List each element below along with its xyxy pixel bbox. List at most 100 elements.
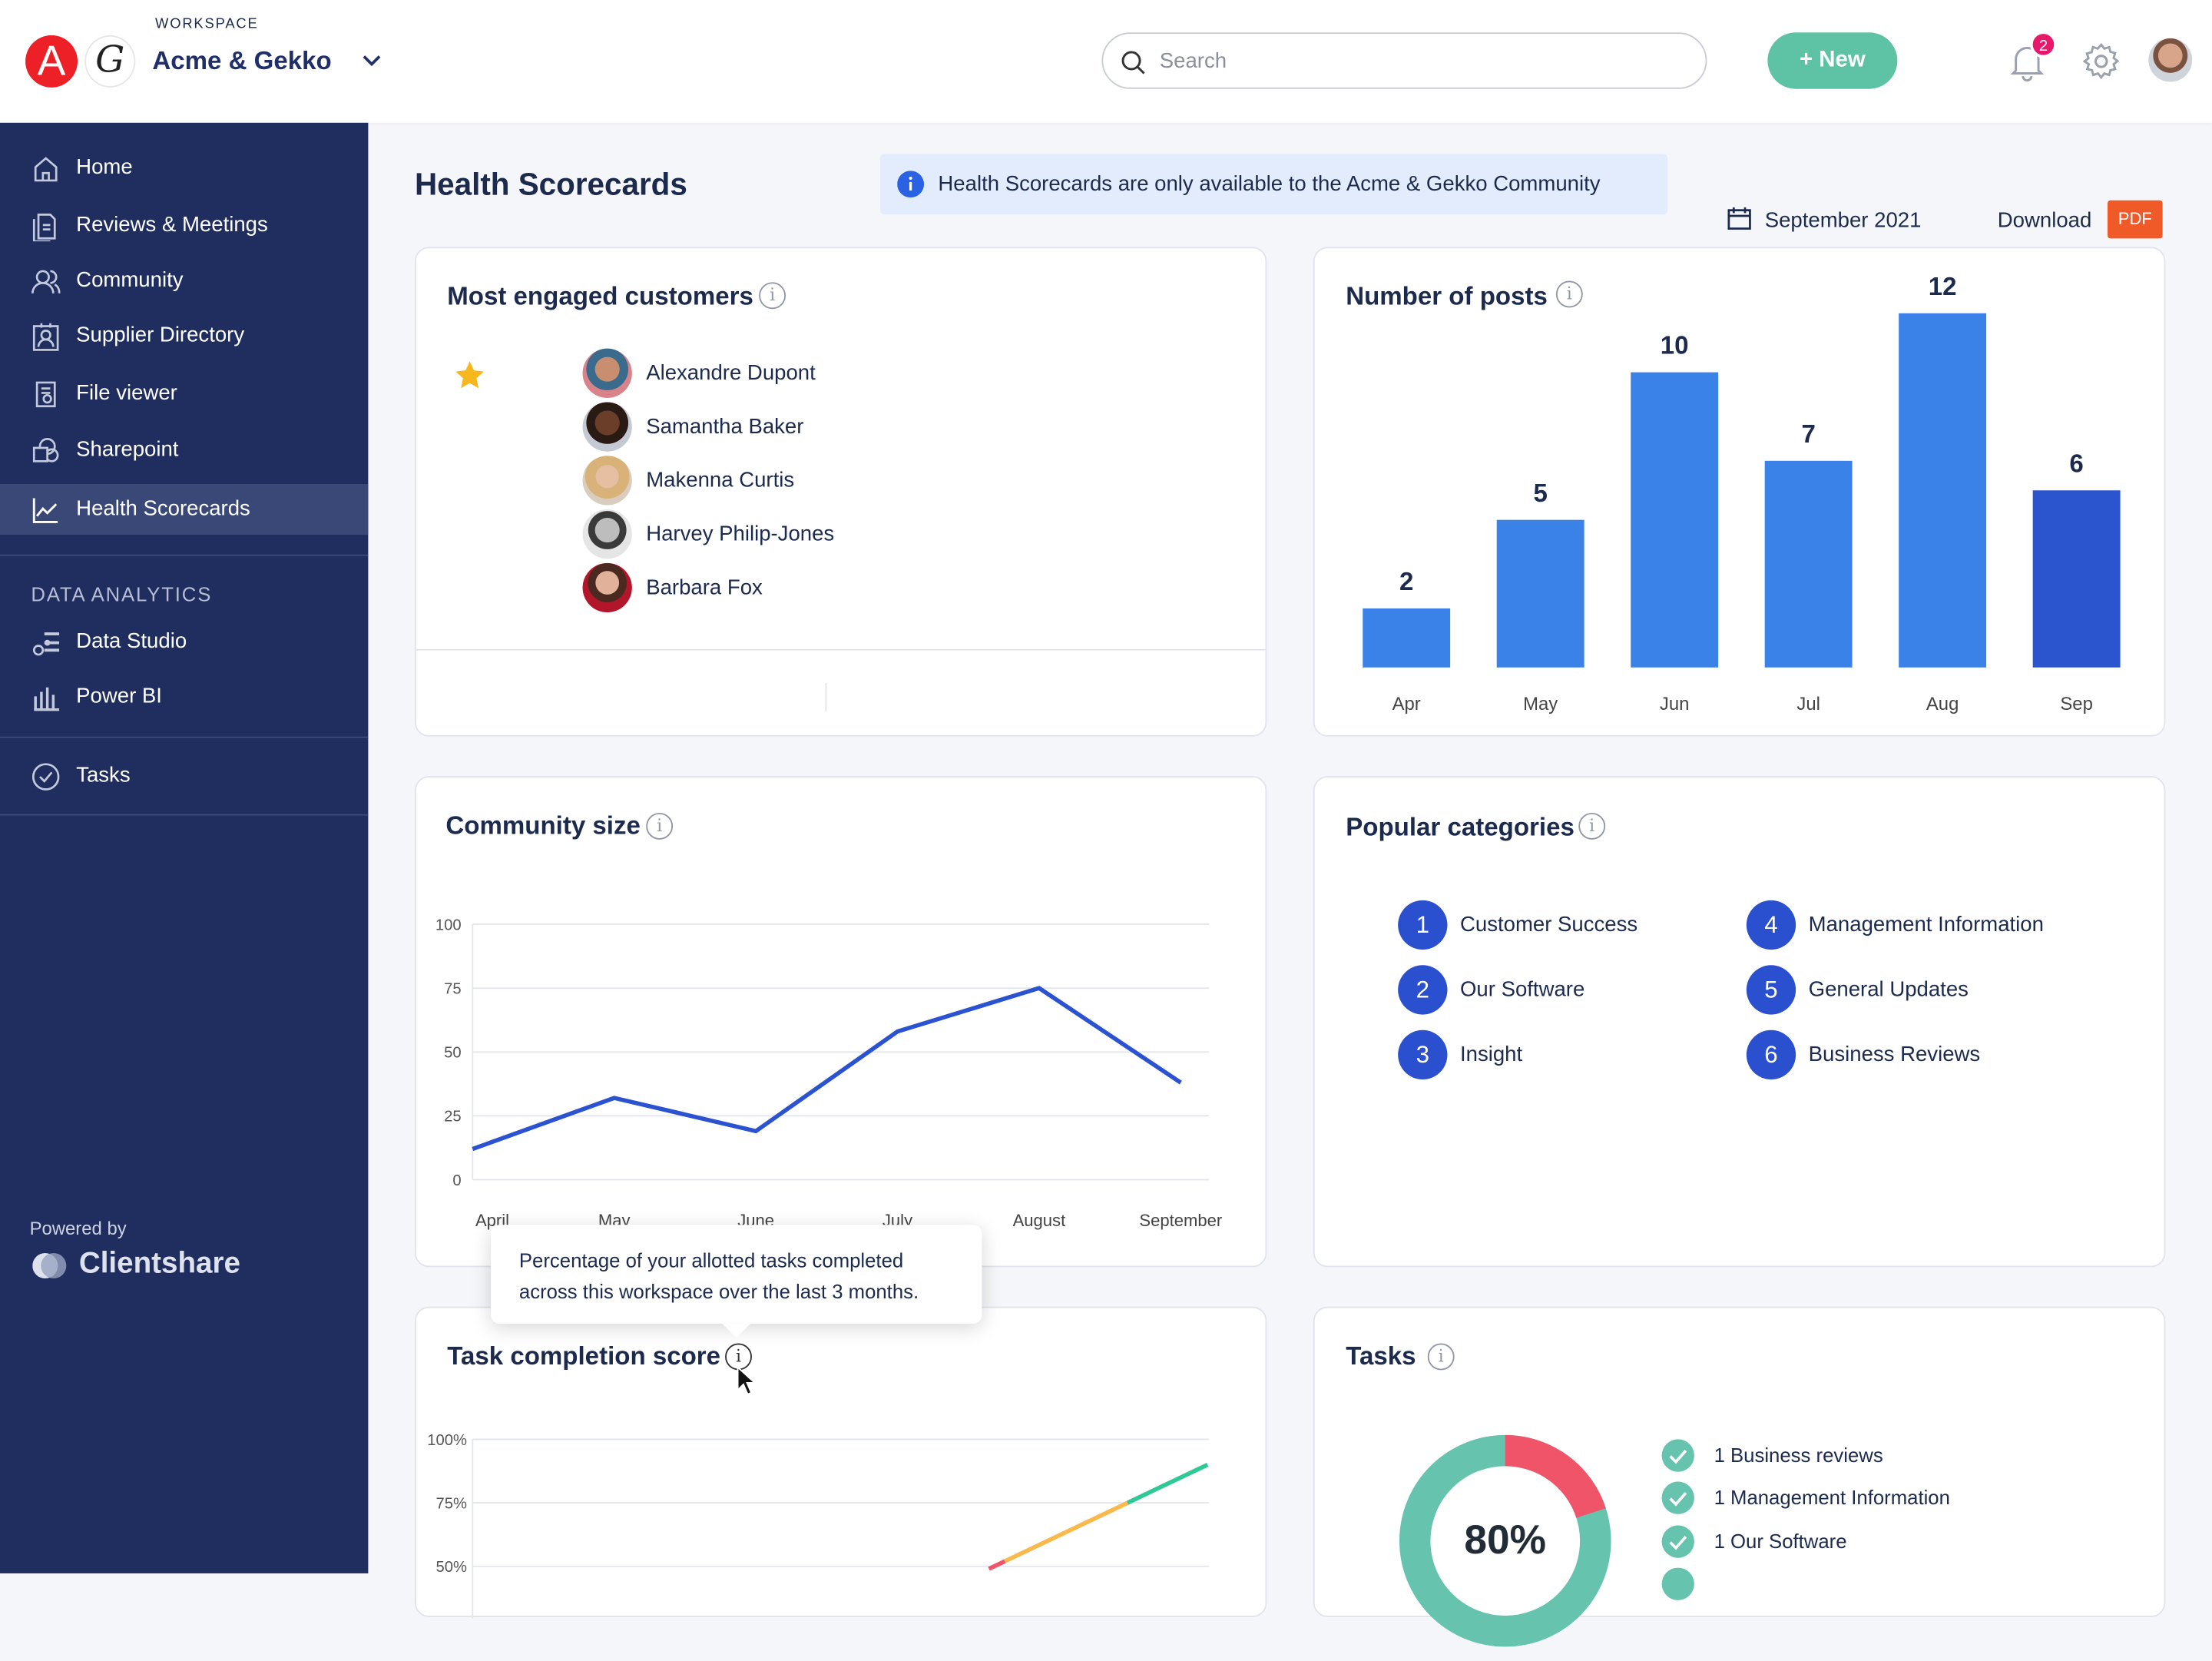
- y-tick-label: 0: [452, 1172, 461, 1189]
- tasks-percent: 80%: [1464, 1518, 1547, 1564]
- gear-icon[interactable]: [2082, 42, 2121, 81]
- card-title: Popular categories: [1346, 812, 1575, 841]
- check-circle-icon: [31, 763, 60, 791]
- y-tick-label: 75%: [436, 1495, 467, 1512]
- category-item[interactable]: 2 Our Software: [1398, 965, 1765, 1016]
- category-item[interactable]: 1 Customer Success: [1398, 900, 1765, 951]
- bar-value-label: 2: [1399, 568, 1413, 596]
- chevron-down-icon[interactable]: [361, 52, 382, 69]
- workspace-name[interactable]: Acme & Gekko: [152, 46, 332, 75]
- avatar: [582, 509, 632, 559]
- sidebar-item-label: Reviews & Meetings: [76, 213, 268, 237]
- category-rank: 6: [1746, 1029, 1796, 1080]
- sidebar-item-file-viewer[interactable]: File viewer: [0, 368, 368, 419]
- sharepoint-icon: [32, 438, 59, 462]
- category-item[interactable]: 3 Insight: [1398, 1029, 1765, 1081]
- card-most-engaged-customers: Most engaged customers i Alexandre Dupon…: [414, 247, 1267, 737]
- card-task-completion-score: Task completion score i 50% 75% 100%: [414, 1306, 1267, 1619]
- gekko-logo: G: [84, 35, 136, 88]
- list-item[interactable]: Samantha Baker: [501, 402, 924, 453]
- star-icon: [455, 361, 484, 389]
- sidebar-divider: [0, 554, 369, 556]
- task-score-line-chart: 50% 75% 100%: [427, 1432, 1210, 1619]
- new-button[interactable]: + New: [1767, 32, 1898, 89]
- chart-line-icon: [32, 498, 58, 523]
- sidebar-item-power-bi[interactable]: Power BI: [0, 671, 368, 722]
- bar: [1899, 313, 1987, 668]
- sidebar-item-supplier-directory[interactable]: Supplier Directory: [0, 310, 368, 361]
- bar: [1363, 608, 1451, 668]
- sidebar-item-reviews-meetings[interactable]: Reviews & Meetings: [0, 201, 368, 251]
- info-banner: Health Scorecards are only available to …: [880, 154, 1667, 215]
- category-item[interactable]: 6 Business Reviews: [1746, 1029, 2114, 1081]
- card-title: Tasks: [1346, 1341, 1416, 1371]
- clientshare-logo-icon: [32, 1252, 67, 1279]
- date-selector[interactable]: September 2021: [1764, 208, 1922, 234]
- task-label: 1 Management Information: [1714, 1486, 1950, 1509]
- acme-logo: A: [25, 35, 78, 88]
- card-community-size: Community size i 0 25 50 75 100 April May June J…: [414, 776, 1267, 1268]
- file-search-icon: [35, 381, 56, 408]
- info-icon[interactable]: i: [1578, 812, 1606, 840]
- category-item[interactable]: 5 General Updates: [1746, 965, 2114, 1016]
- card-divider: [416, 648, 1266, 651]
- workspace-label: WORKSPACE: [155, 17, 259, 33]
- x-tick-label: Jun: [1660, 694, 1689, 714]
- task-label: 1 Our Software: [1714, 1529, 1847, 1553]
- card-title: Community size: [445, 811, 641, 840]
- task-item[interactable]: 1 Business reviews: [1661, 1439, 2085, 1473]
- pdf-download-button[interactable]: PDF: [2108, 200, 2163, 239]
- donut-remaining: [1399, 1434, 1611, 1647]
- category-label: Management Information: [1808, 913, 2044, 937]
- category-item[interactable]: 4 Management Information: [1746, 900, 2114, 951]
- user-avatar[interactable]: [2148, 38, 2193, 82]
- avatar: [582, 402, 632, 452]
- task-item[interactable]: 1 Management Information: [1661, 1481, 2085, 1516]
- download-label[interactable]: Download: [1997, 208, 2092, 234]
- sidebar-item-label: Supplier Directory: [76, 323, 245, 347]
- card-title: Number of posts: [1346, 282, 1548, 311]
- series-line: [472, 986, 1182, 1152]
- search-input[interactable]: Search: [1101, 32, 1707, 89]
- card-title: Task completion score: [447, 1341, 721, 1371]
- category-rank: 2: [1398, 965, 1448, 1015]
- search-placeholder: Search: [1159, 49, 1227, 74]
- y-tick-label: 75: [444, 980, 461, 997]
- task-label: 1 Business reviews: [1714, 1443, 1883, 1467]
- sidebar-item-health-scorecards[interactable]: Health Scorecards: [0, 483, 369, 535]
- list-item[interactable]: Makenna Curtis: [501, 456, 924, 506]
- task-item[interactable]: 1 Our Software: [1661, 1525, 2085, 1559]
- list-item[interactable]: Alexandre Dupont: [501, 348, 924, 400]
- category-label: Customer Success: [1459, 913, 1638, 937]
- sidebar-item-community[interactable]: Community: [0, 255, 368, 306]
- info-icon[interactable]: i: [1555, 280, 1583, 308]
- category-rank: 4: [1746, 900, 1796, 950]
- sidebar-divider: [0, 814, 369, 816]
- info-icon[interactable]: i: [646, 812, 674, 840]
- sidebar-divider: [0, 736, 369, 738]
- bar: [1764, 460, 1853, 668]
- plus-icon: +: [1799, 48, 1820, 72]
- x-tick-label: August: [1013, 1211, 1066, 1230]
- sidebar-item-sharepoint[interactable]: Sharepoint: [0, 425, 368, 476]
- sidebar-item-tasks[interactable]: Tasks: [0, 751, 368, 801]
- y-tick-label: 100: [435, 917, 462, 933]
- list-item[interactable]: Harvey Philip-Jones: [501, 509, 924, 560]
- sidebar-item-home[interactable]: Home: [0, 143, 368, 194]
- list-item[interactable]: Barbara Fox: [501, 562, 924, 614]
- card-title: Most engaged customers: [447, 282, 753, 311]
- info-icon[interactable]: i: [759, 282, 786, 310]
- app-root: A G WORKSPACE Acme & Gekko Search + New …: [0, 17, 2193, 1647]
- info-icon[interactable]: i: [1427, 1343, 1455, 1371]
- x-tick-label: May: [1523, 694, 1558, 714]
- x-tick-label: September: [1139, 1211, 1222, 1230]
- mouse-cursor-icon: [737, 1365, 757, 1395]
- sidebar-item-data-studio[interactable]: Data Studio: [0, 617, 368, 668]
- x-tick-label: Sep: [2060, 694, 2092, 714]
- series-segment: [988, 1559, 1006, 1571]
- category-label: Business Reviews: [1808, 1043, 1981, 1067]
- page-title: Health Scorecards: [414, 166, 687, 202]
- y-tick-label: 100%: [427, 1432, 467, 1449]
- x-tick-label: Apr: [1392, 694, 1421, 714]
- new-button-label: New: [1819, 48, 1866, 72]
